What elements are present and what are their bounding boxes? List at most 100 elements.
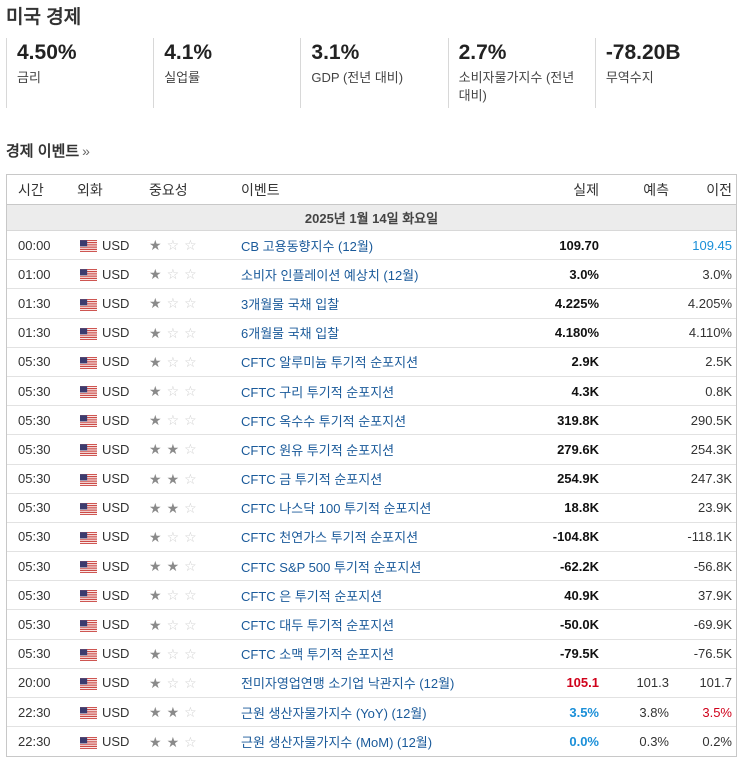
- star-icon: ★: [149, 324, 162, 341]
- event-link[interactable]: CFTC 나스닥 100 투기적 순포지션: [241, 501, 432, 517]
- importance-stars: ★ ☆ ☆: [143, 326, 235, 340]
- event-previous: 2.5K: [705, 354, 732, 370]
- event-link[interactable]: 근원 생산자물가지수 (YoY) (12월): [241, 705, 427, 721]
- importance-stars: ★ ★ ☆: [143, 705, 235, 719]
- us-flag-icon: [77, 471, 102, 486]
- indicator-interest-rate[interactable]: 4.50% 금리: [6, 38, 153, 108]
- event-actual: -50.0K: [559, 617, 599, 633]
- table-row[interactable]: 01:30 USD ★ ☆ ☆ 3개월물 국채 입찰 4.225% 4.205%: [7, 289, 736, 319]
- event-forecast: 0.3%: [639, 734, 669, 750]
- table-row[interactable]: 05:30 USD ★ ★ ☆ CFTC 원유 투기적 순포지션 279.6K 254.3K: [7, 435, 736, 465]
- currency-code: USD: [102, 529, 130, 545]
- us-flag-icon: [77, 675, 102, 690]
- events-table: 시간 외화 중요성 이벤트 실제 예측 이전 2025년 1월 14일 화요일 …: [6, 174, 737, 757]
- event-link[interactable]: CFTC S&P 500 투기적 순포지션: [241, 559, 422, 575]
- star-icon: ★: [149, 353, 162, 370]
- indicator-label: 금리: [17, 70, 41, 85]
- star-icon: ☆: [184, 383, 197, 400]
- indicator-gdp[interactable]: 3.1% GDP (전년 대비): [300, 38, 447, 108]
- table-row[interactable]: 05:30 USD ★ ☆ ☆ CFTC 알루미늄 투기적 순포지션 2.9K 2.5K: [7, 348, 736, 377]
- star-icon: ★: [149, 266, 162, 283]
- event-currency: USD: [77, 529, 143, 544]
- event-link[interactable]: CFTC 소맥 투기적 순포지션: [241, 647, 395, 663]
- table-row[interactable]: 22:30 USD ★ ★ ☆ 근원 생산자물가지수 (YoY) (12월) 3.5% 3.8…: [7, 698, 736, 728]
- event-link[interactable]: 소비자 인플레이션 예상치 (12월): [241, 267, 419, 283]
- table-row[interactable]: 05:30 USD ★ ☆ ☆ CFTC 은 투기적 순포지션 40.9K 37.9K: [7, 581, 736, 611]
- us-flag-icon: [77, 705, 102, 720]
- currency-code: USD: [102, 266, 130, 282]
- event-link[interactable]: 3개월물 국채 입찰: [241, 296, 340, 312]
- indicator-value: 4.50%: [17, 41, 77, 64]
- event-currency: USD: [77, 734, 143, 749]
- event-time: 01:30: [18, 325, 51, 341]
- table-row[interactable]: 20:00 USD ★ ☆ ☆ 전미자영업연맹 소기업 낙관지수 (12월) 105.1 10…: [7, 669, 736, 698]
- chevron-right-icon: »: [82, 143, 90, 159]
- event-actual: 18.8K: [564, 500, 599, 516]
- importance-stars: ★ ☆ ☆: [143, 384, 235, 398]
- event-link[interactable]: CFTC 은 투기적 순포지션: [241, 588, 383, 604]
- event-link[interactable]: CFTC 금 투기적 순포지션: [241, 472, 383, 488]
- event-link[interactable]: CB 고용동향지수 (12월): [241, 238, 374, 254]
- header-forecast: 예측: [643, 181, 669, 198]
- event-currency: USD: [77, 296, 143, 311]
- star-icon: ☆: [166, 412, 180, 429]
- event-link[interactable]: CFTC 알루미늄 투기적 순포지션: [241, 355, 419, 371]
- header-actual: 실제: [573, 181, 599, 198]
- event-currency: USD: [77, 413, 143, 428]
- event-time: 05:30: [18, 441, 51, 457]
- event-previous: 254.3K: [690, 441, 732, 457]
- header-time: 시간: [18, 181, 44, 198]
- indicator-value: 2.7%: [458, 41, 507, 64]
- event-actual: 4.180%: [554, 325, 599, 341]
- indicator-cpi[interactable]: 2.7% 소비자물가지수 (전년 대비): [447, 38, 595, 108]
- table-row[interactable]: 05:30 USD ★ ☆ ☆ CFTC 옥수수 투기적 순포지션 319.8K 290.5K: [7, 406, 736, 436]
- events-section-title[interactable]: 경제 이벤트»: [6, 140, 90, 161]
- star-icon: ★: [166, 733, 180, 750]
- currency-code: USD: [102, 704, 130, 720]
- star-icon: ☆: [184, 528, 197, 545]
- event-link[interactable]: CFTC 원유 투기적 순포지션: [241, 442, 395, 458]
- table-row[interactable]: 05:30 USD ★ ★ ☆ CFTC 금 투기적 순포지션 254.9K 247.3K: [7, 465, 736, 494]
- table-row[interactable]: 05:30 USD ★ ☆ ☆ CFTC 구리 투기적 순포지션 4.3K 0.8K: [7, 377, 736, 407]
- indicator-value: -78.20B: [605, 41, 681, 64]
- event-link[interactable]: CFTC 대두 투기적 순포지션: [241, 618, 395, 634]
- table-row[interactable]: 00:00 USD ★ ☆ ☆ CB 고용동향지수 (12월) 109.70 109.45: [7, 231, 736, 261]
- event-previous: -118.1K: [687, 529, 732, 545]
- indicator-unemployment[interactable]: 4.1% 실업률: [153, 38, 300, 108]
- table-row[interactable]: 01:00 USD ★ ☆ ☆ 소비자 인플레이션 예상치 (12월) 3.0% 3.0%: [7, 260, 736, 290]
- indicator-value: 3.1%: [311, 41, 360, 64]
- event-time: 22:30: [18, 734, 51, 750]
- event-currency: USD: [77, 646, 143, 661]
- star-icon: ★: [149, 470, 162, 487]
- star-icon: ☆: [166, 587, 180, 604]
- currency-code: USD: [102, 675, 130, 691]
- indicator-trade-balance[interactable]: -78.20B 무역수지: [594, 38, 742, 108]
- table-row[interactable]: 22:30 USD ★ ★ ☆ 근원 생산자물가지수 (MoM) (12월) 0.0% 0.3…: [7, 727, 736, 756]
- table-row[interactable]: 05:30 USD ★ ☆ ☆ CFTC 대두 투기적 순포지션 -50.0K -69.9K: [7, 610, 736, 640]
- table-row[interactable]: 05:30 USD ★ ★ ☆ CFTC S&P 500 투기적 순포지션 -62.2K -5…: [7, 552, 736, 582]
- event-link[interactable]: 전미자영업연맹 소기업 낙관지수 (12월): [241, 676, 455, 692]
- event-link[interactable]: CFTC 천연가스 투기적 순포지션: [241, 530, 419, 546]
- header-event: 이벤트: [241, 181, 280, 198]
- table-row[interactable]: 05:30 USD ★ ★ ☆ CFTC 나스닥 100 투기적 순포지션 18.8K 23.…: [7, 494, 736, 523]
- event-link[interactable]: 6개월물 국채 입찰: [241, 326, 340, 342]
- star-icon: ☆: [184, 470, 197, 487]
- currency-code: USD: [102, 237, 130, 253]
- event-time: 00:00: [18, 237, 51, 253]
- star-icon: ★: [149, 499, 162, 516]
- events-title-text: 경제 이벤트: [6, 143, 80, 160]
- event-link[interactable]: CFTC 옥수수 투기적 순포지션: [241, 413, 407, 429]
- table-row[interactable]: 01:30 USD ★ ☆ ☆ 6개월물 국채 입찰 4.180% 4.110%: [7, 319, 736, 348]
- star-icon: ☆: [184, 237, 197, 254]
- event-previous: 23.9K: [698, 500, 732, 516]
- event-previous: 4.110%: [688, 325, 732, 341]
- star-icon: ★: [149, 295, 162, 312]
- star-icon: ★: [166, 499, 180, 516]
- event-previous: 0.2%: [702, 734, 732, 750]
- event-link[interactable]: CFTC 구리 투기적 순포지션: [241, 384, 395, 400]
- event-time: 20:00: [18, 675, 51, 691]
- table-row[interactable]: 05:30 USD ★ ☆ ☆ CFTC 천연가스 투기적 순포지션 -104.8K -118…: [7, 523, 736, 553]
- star-icon: ★: [166, 558, 180, 575]
- event-link[interactable]: 근원 생산자물가지수 (MoM) (12월): [241, 735, 433, 751]
- table-row[interactable]: 05:30 USD ★ ☆ ☆ CFTC 소맥 투기적 순포지션 -79.5K -76.5K: [7, 640, 736, 669]
